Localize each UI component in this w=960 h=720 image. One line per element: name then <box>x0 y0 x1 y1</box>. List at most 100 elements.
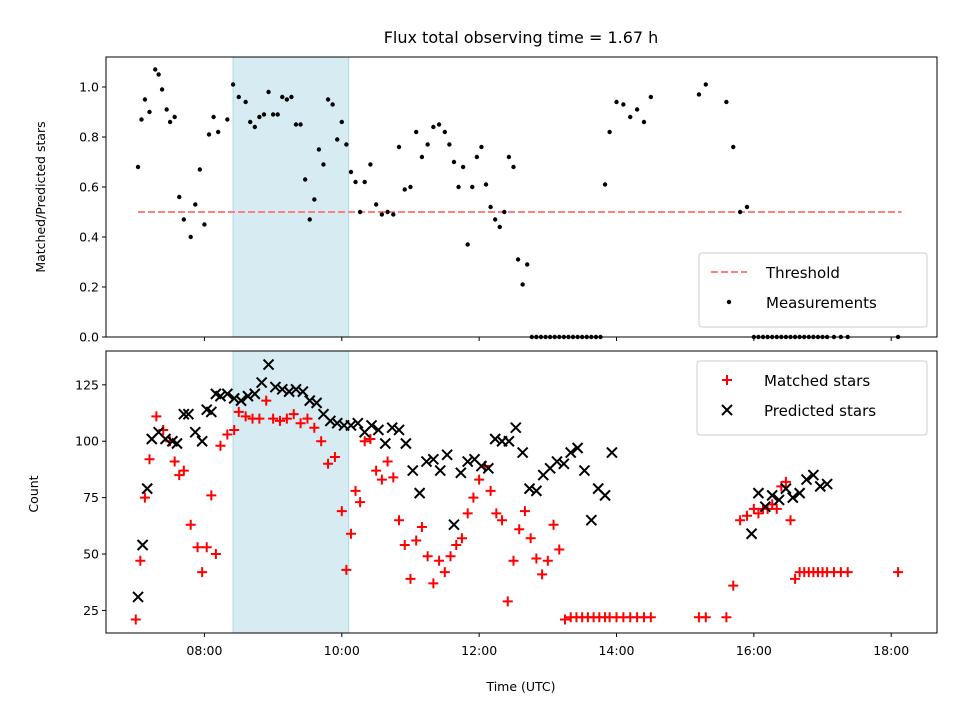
x-marker <box>800 473 813 486</box>
legend-label: Threshold <box>765 264 840 282</box>
plus-marker <box>559 614 570 625</box>
legend-label: Matched stars <box>764 372 870 390</box>
plus-marker <box>842 567 853 578</box>
data-point <box>724 99 729 105</box>
x-marker <box>766 489 778 502</box>
plus-marker <box>345 528 356 539</box>
x-marker <box>249 388 261 400</box>
plus-marker <box>178 465 189 476</box>
x-marker <box>372 424 385 436</box>
ratio-legend: Threshold Measurements <box>698 252 928 328</box>
x-marker <box>752 487 765 499</box>
x-marker <box>297 385 309 398</box>
series-predicted-stars <box>132 358 833 603</box>
data-point <box>339 119 344 125</box>
data-point <box>465 242 470 247</box>
x-marker <box>400 437 412 450</box>
legend-label: Predicted stars <box>764 402 876 420</box>
data-point <box>447 142 452 147</box>
x-marker <box>821 478 833 490</box>
plus-marker <box>542 555 553 566</box>
x-marker <box>773 494 785 506</box>
y-tick-label: 0.2 <box>79 280 99 295</box>
plus-marker <box>721 612 732 623</box>
x-marker <box>331 417 343 429</box>
data-point <box>197 167 203 172</box>
data-point <box>391 212 396 217</box>
plus-marker <box>428 578 439 589</box>
data-point <box>284 97 290 102</box>
data-point <box>456 184 461 190</box>
y-tick-label: 75 <box>83 490 99 505</box>
plus-marker <box>206 490 217 501</box>
data-point <box>243 99 248 105</box>
x-marker <box>441 449 453 461</box>
plus-marker <box>210 549 221 560</box>
data-point <box>385 209 390 215</box>
y-tick-label: 0.4 <box>79 230 99 245</box>
plus-marker <box>268 413 279 424</box>
plus-marker <box>451 540 462 551</box>
plus-marker <box>514 524 525 535</box>
data-point <box>307 217 312 222</box>
plus-marker <box>456 533 467 544</box>
data-point <box>270 112 276 117</box>
data-point <box>511 164 516 170</box>
plus-marker <box>445 551 456 562</box>
x-marker <box>530 485 543 497</box>
data-point <box>252 124 258 130</box>
x-marker <box>780 482 792 495</box>
x-marker <box>379 437 391 450</box>
data-point <box>206 132 212 137</box>
x-marker <box>578 464 591 477</box>
data-point <box>479 144 484 150</box>
x-marker <box>814 480 826 493</box>
data-point <box>436 122 442 127</box>
data-point <box>312 197 317 202</box>
x-marker <box>393 424 405 436</box>
x-marker <box>571 442 584 454</box>
data-point <box>321 162 326 167</box>
plus-marker <box>341 564 352 575</box>
data-point <box>602 182 608 187</box>
plus-marker <box>771 503 782 514</box>
data-point <box>147 109 152 115</box>
legend-handle-plus <box>722 375 732 385</box>
plus-marker <box>485 485 496 496</box>
data-point <box>506 154 512 160</box>
plus-marker <box>753 508 764 519</box>
plus-marker <box>139 492 150 503</box>
x-marker <box>407 464 419 477</box>
count-y-axis-label: Count <box>26 475 41 512</box>
data-point <box>280 94 285 100</box>
x-marker <box>759 500 772 513</box>
data-point <box>325 97 331 102</box>
plus-marker <box>497 515 508 526</box>
x-marker <box>503 435 515 447</box>
x-marker <box>345 419 357 432</box>
x-marker <box>262 358 275 371</box>
y-tick-label: 0.0 <box>79 330 99 345</box>
plus-marker <box>508 555 519 566</box>
plus-marker <box>316 436 327 447</box>
plus-marker <box>261 395 272 406</box>
plus-marker <box>462 508 473 519</box>
data-point <box>172 114 177 120</box>
y-tick-label: 1.0 <box>79 80 99 95</box>
data-point <box>293 122 299 127</box>
legend-frame <box>698 252 928 328</box>
x-marker <box>420 455 433 468</box>
plus-marker <box>645 612 656 623</box>
x-marker <box>475 460 488 472</box>
x-marker <box>565 446 577 459</box>
x-marker <box>178 408 190 420</box>
plus-marker <box>893 567 904 578</box>
x-marker <box>516 446 529 459</box>
data-point <box>248 119 253 125</box>
plus-marker <box>439 567 450 578</box>
data-point <box>451 159 457 165</box>
plus-marker <box>323 458 334 469</box>
data-point <box>236 94 241 100</box>
x-marker <box>793 487 806 499</box>
data-point <box>289 94 294 100</box>
